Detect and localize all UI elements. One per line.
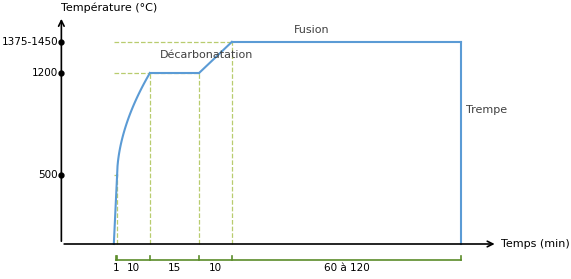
Text: Trempe: Trempe xyxy=(467,105,508,115)
Text: Temps (min): Temps (min) xyxy=(501,239,569,249)
Text: 10: 10 xyxy=(127,263,140,273)
Text: 15: 15 xyxy=(168,263,181,273)
Text: 1375-1450: 1375-1450 xyxy=(2,37,58,47)
Text: 10: 10 xyxy=(209,263,222,273)
Text: Fusion: Fusion xyxy=(294,25,330,35)
Text: Décarbonatation: Décarbonatation xyxy=(160,50,253,60)
Text: 500: 500 xyxy=(38,170,58,180)
Text: 60 à 120: 60 à 120 xyxy=(324,263,369,273)
Text: 1: 1 xyxy=(113,263,120,273)
Text: 1200: 1200 xyxy=(32,68,58,78)
Text: Température (°C): Température (°C) xyxy=(61,3,158,13)
